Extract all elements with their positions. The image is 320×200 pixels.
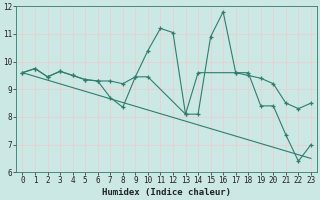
X-axis label: Humidex (Indice chaleur): Humidex (Indice chaleur) <box>102 188 231 197</box>
